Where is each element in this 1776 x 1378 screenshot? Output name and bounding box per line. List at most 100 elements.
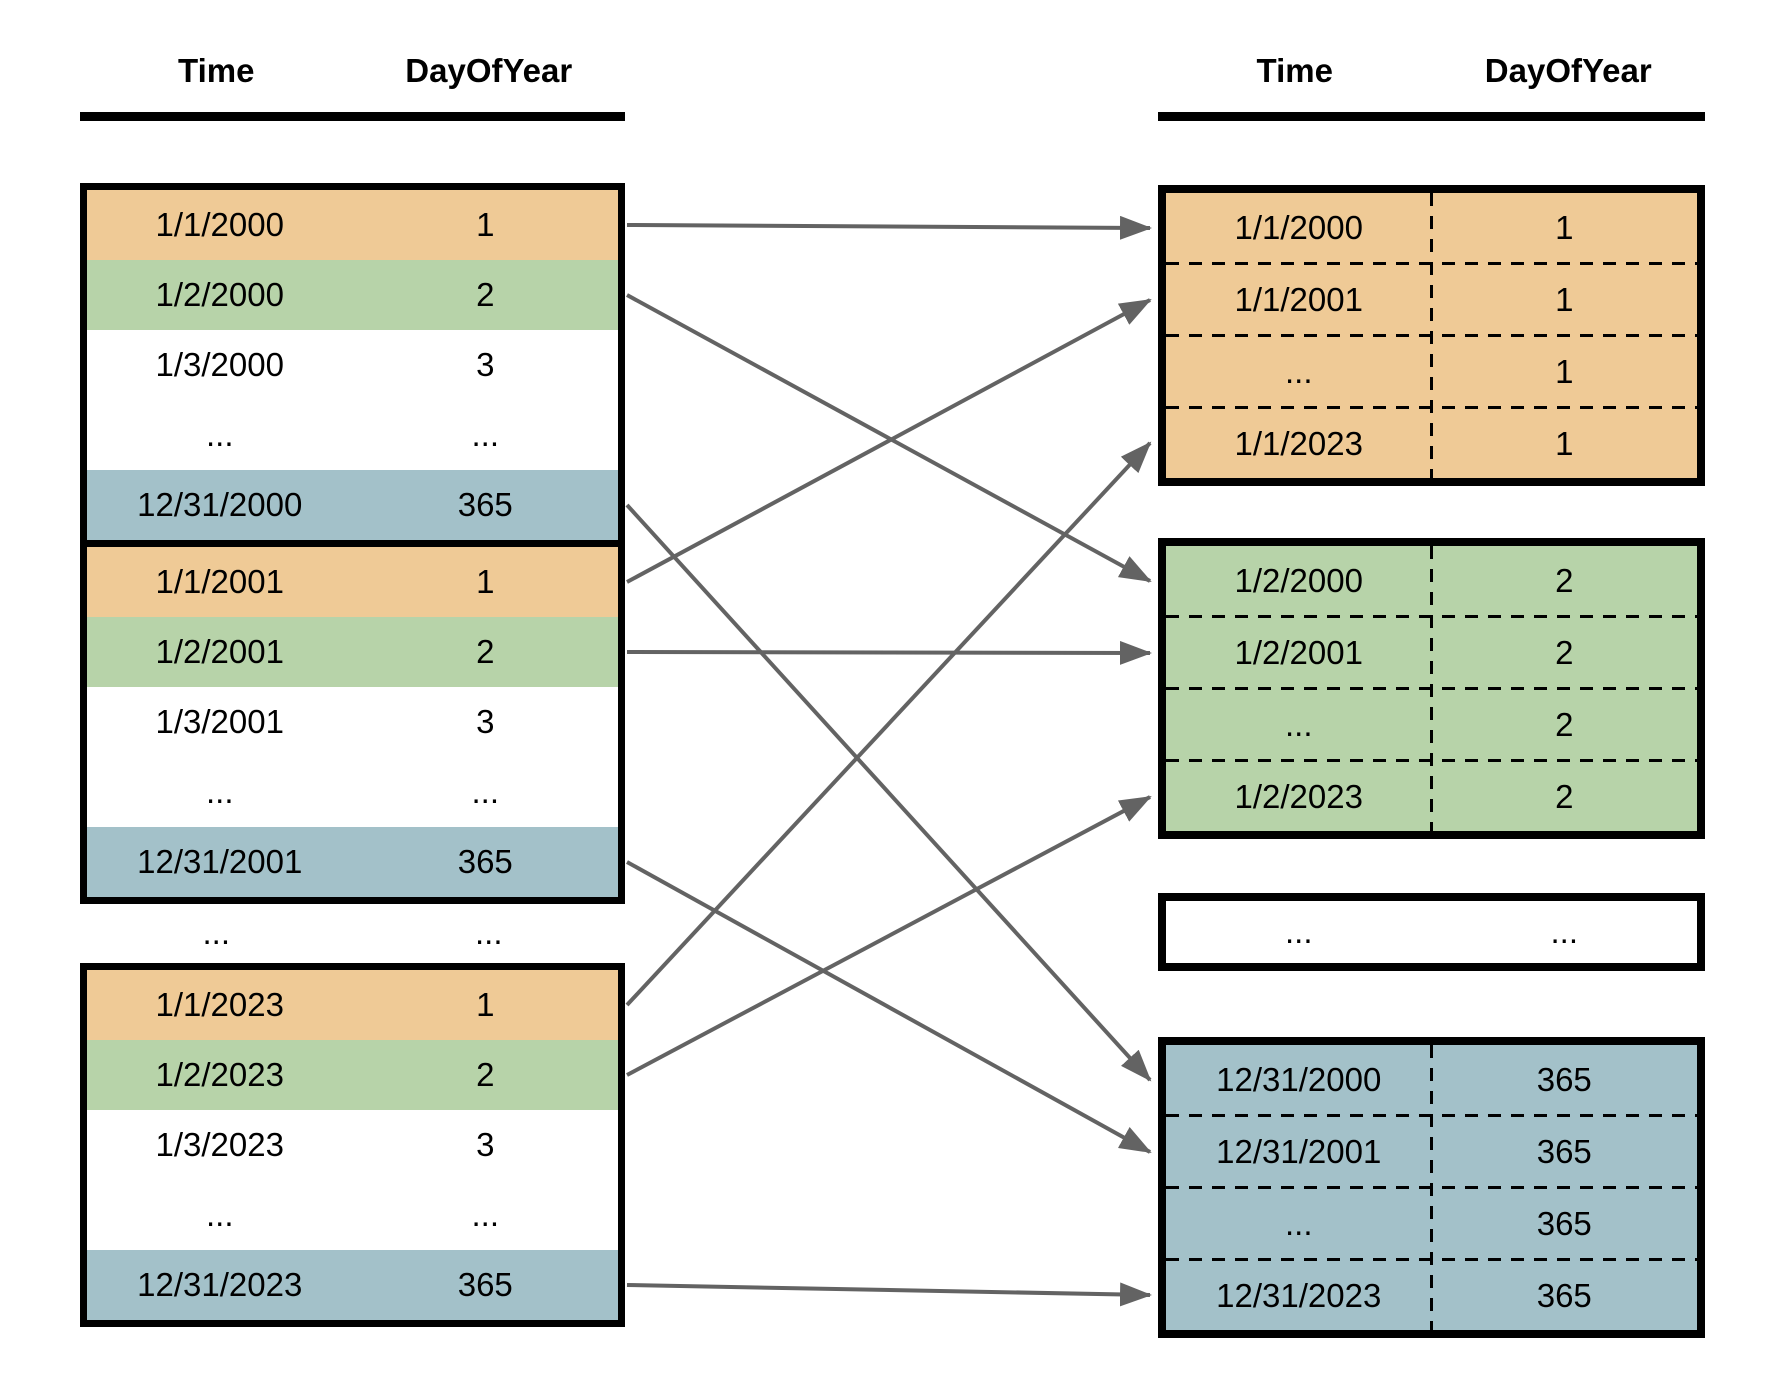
left-header-dayofyear: DayOfYear: [405, 52, 573, 89]
table-row: 12/31/2000 365: [87, 470, 618, 540]
time-cell: 1/2/2000: [155, 276, 284, 313]
time-cell: 1/1/2023: [1234, 424, 1363, 462]
table-row: 1/2/2001 2: [1166, 618, 1697, 687]
table-row: 12/31/2001 365: [87, 827, 618, 897]
time-cell: 1/1/2023: [155, 986, 284, 1023]
dayofyear-cell: 365: [457, 843, 513, 880]
time-cell: 1/2/2001: [155, 633, 284, 670]
dayofyear-cell: 2: [1555, 705, 1574, 743]
dayofyear-cell: 365: [457, 1266, 513, 1303]
dayofyear-cell: ...: [1550, 913, 1578, 950]
right-header-underline: [1158, 112, 1705, 121]
mapping-arrow: [626, 640, 1152, 665]
dayofyear-cell: 3: [476, 1126, 495, 1163]
table-row: 1/1/2000 1: [87, 190, 618, 260]
dayofyear-cell: 365: [1536, 1276, 1592, 1314]
time-cell: 1/1/2001: [155, 563, 284, 600]
table-row: 1/2/2000 2: [87, 260, 618, 330]
mapping-arrow: [626, 293, 1152, 583]
mapping-arrow: [626, 795, 1152, 1077]
table-row: 1/1/2001 1: [1166, 265, 1697, 334]
mapping-arrow: [626, 1282, 1152, 1307]
time-cell: 12/31/2001: [1216, 1132, 1382, 1170]
time-cell: ...: [205, 773, 234, 810]
table-row: ... 1: [1166, 337, 1697, 406]
time-cell: 12/31/2000: [1216, 1060, 1382, 1098]
left-header-time: Time: [178, 52, 255, 89]
dayofyear-cell: 1: [1555, 352, 1574, 390]
time-cell: ...: [1284, 352, 1313, 390]
table-row: 12/31/2000 365: [1166, 1045, 1697, 1114]
dayofyear-cell: 365: [1536, 1204, 1592, 1242]
mapping-arrow: [625, 503, 1152, 1082]
left-ellipsis-row: ... ...: [80, 905, 625, 961]
dayofyear-cell: 1: [476, 206, 495, 243]
time-cell: ...: [205, 1196, 234, 1233]
time-cell: 12/31/2023: [1216, 1276, 1382, 1314]
dayofyear-cell: 365: [1536, 1060, 1592, 1098]
dayofyear-cell: 2: [476, 1056, 495, 1093]
table-row: 1/1/2023 1: [87, 970, 618, 1040]
dayofyear-cell: ...: [471, 1196, 499, 1233]
dayofyear-cell: 1: [1555, 280, 1574, 318]
right-table-day-365: 12/31/2000 365 12/31/2001 365... 365 12/31/20…: [1158, 1037, 1705, 1338]
table-row: 1/1/2023 1: [1166, 409, 1697, 478]
dayofyear-cell: ...: [471, 773, 499, 810]
time-cell: 1/1/2000: [155, 206, 284, 243]
dayofyear-cell: 3: [476, 703, 495, 740]
time-cell: 1/3/2023: [155, 1126, 284, 1163]
table-row: 12/31/2023 365: [1166, 1261, 1697, 1330]
dayofyear-cell: 3: [476, 346, 495, 383]
table-row: 12/31/2001 365: [1166, 1117, 1697, 1186]
dayofyear-cell: 2: [476, 276, 495, 313]
table-row: ......: [87, 757, 618, 827]
dayofyear-cell: 1: [476, 986, 495, 1023]
right-table-ellipsis: ......: [1158, 893, 1705, 971]
left-table-year-2001: 1/1/2001 1 1/2/2001 2 1/3/2001 3...... 12/31/2…: [80, 540, 625, 904]
table-row: 1/1/2001 1: [87, 547, 618, 617]
left-header: Time DayOfYear: [80, 52, 625, 90]
table-row: 1/3/2023 3: [87, 1110, 618, 1180]
table-row: 1/1/2000 1: [1166, 193, 1697, 262]
dashed-column-divider: [1429, 546, 1433, 831]
dayofyear-cell: 1: [1555, 208, 1574, 246]
time-cell: ...: [1284, 1204, 1313, 1242]
time-cell: ...: [1284, 705, 1313, 743]
time-cell: ...: [1284, 913, 1313, 950]
left-table-year-2000: 1/1/2000 1 1/2/2000 2 1/3/2000 3...... 12/31/2…: [80, 183, 625, 547]
left-header-underline: [80, 112, 625, 121]
dayofyear-cell: 1: [1555, 424, 1574, 462]
mapping-arrow: [626, 215, 1152, 240]
table-row: ......: [87, 400, 618, 470]
time-cell: 1/2/2023: [1234, 777, 1363, 815]
dashed-column-divider: [1429, 193, 1433, 478]
dayofyear-cell: 2: [1555, 633, 1574, 671]
time-cell: 1/2/2000: [1234, 561, 1363, 599]
table-row: 1/2/2001 2: [87, 617, 618, 687]
table-row: ......: [1166, 901, 1697, 963]
dayofyear-cell: 2: [476, 633, 495, 670]
time-cell: 12/31/2023: [137, 1266, 303, 1303]
right-header-time: Time: [1256, 52, 1333, 89]
dayofyear-cell: 365: [1536, 1132, 1592, 1170]
table-row: ......: [87, 1180, 618, 1250]
table-row: 1/2/2023 2: [1166, 762, 1697, 831]
time-cell: 1/2/2023: [155, 1056, 284, 1093]
time-cell: 12/31/2001: [137, 843, 303, 880]
dayofyear-cell: ...: [471, 416, 499, 453]
right-table-day-2: 1/2/2000 2 1/2/2001 2... 2 1/2/2023 2: [1158, 538, 1705, 839]
table-row: 1/2/2000 2: [1166, 546, 1697, 615]
table-row: 1/3/2001 3: [87, 687, 618, 757]
time-cell: 1/3/2000: [155, 346, 284, 383]
dashed-column-divider: [1429, 1045, 1433, 1330]
left-ellipsis-dayofyear: ...: [474, 914, 503, 951]
dayofyear-cell: 2: [1555, 561, 1574, 599]
left-ellipsis-time: ...: [202, 914, 230, 951]
dayofyear-cell: 365: [457, 486, 513, 523]
mapping-arrow: [625, 441, 1152, 1007]
time-cell: ...: [205, 416, 234, 453]
time-cell: 1/1/2001: [1234, 280, 1363, 318]
table-row: ... 2: [1166, 690, 1697, 759]
time-cell: 1/3/2001: [155, 703, 284, 740]
